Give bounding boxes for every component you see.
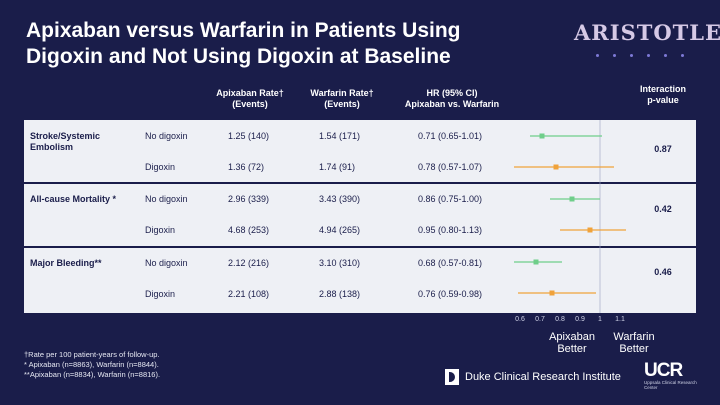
- x-tick-label: 1.1: [615, 316, 625, 323]
- hr-point: [553, 164, 559, 170]
- ucr-logo: UCR Uppsala Clinical Research Center: [644, 360, 704, 390]
- divider-1: [24, 182, 696, 184]
- outcome-bleeding: Major Bleeding**: [30, 258, 102, 268]
- table-row: Digoxin 2.21 (108) 2.88 (138) 0.76 (0.59…: [145, 289, 483, 299]
- footnotes: †Rate per 100 patient-years of follow-up…: [24, 350, 161, 379]
- table-row: No digoxin 2.96 (339) 3.43 (390) 0.86 (0…: [145, 194, 483, 204]
- divider-2: [24, 246, 696, 248]
- x-tick-label: 0.9: [575, 316, 585, 323]
- hr-point: [539, 133, 545, 139]
- hr-point: [587, 227, 593, 233]
- warfarin-better-label: Warfarin Better: [613, 331, 655, 355]
- title-line-2: Digoxin and Not Using Digoxin at Baselin…: [26, 45, 451, 68]
- header-interaction: Interaction p-value: [639, 84, 686, 105]
- header-warfarin: Warfarin Rate† (Events): [310, 88, 374, 109]
- duke-logo: Duke Clinical Research Institute: [445, 368, 621, 386]
- logo-text: ARISTOTLE: [574, 20, 720, 45]
- table-row: No digoxin 2.12 (216) 3.10 (310) 0.68 (0…: [145, 258, 483, 268]
- hr-point: [549, 290, 555, 296]
- header-apixaban: Apixaban Rate† (Events): [216, 88, 284, 109]
- hr-point: [569, 196, 575, 202]
- p-value-mortality: 0.42: [654, 204, 672, 214]
- p-value-stroke: 0.87: [654, 144, 672, 154]
- duke-text: Duke Clinical Research Institute: [465, 371, 621, 383]
- slide-title: Apixaban versus Warfarin in Patients Usi…: [26, 18, 546, 70]
- table-row: Digoxin 1.36 (72) 1.74 (91) 0.78 (0.57-1…: [145, 162, 483, 172]
- title-line-1: Apixaban versus Warfarin in Patients Usi…: [26, 19, 461, 42]
- aristotle-logo: ARISTOTLE: [574, 20, 720, 57]
- x-axis-ticks: 0.6 0.7 0.8 0.9 1 1.1: [510, 316, 630, 326]
- outcome-mortality: All-cause Mortality *: [30, 194, 117, 204]
- header-hr: HR (95% CI) Apixaban vs. Warfarin: [404, 88, 500, 109]
- forest-plot: [514, 120, 626, 313]
- outcome-stroke: Stroke/Systemic Embolism: [30, 131, 101, 152]
- duke-shield-icon: [445, 369, 459, 385]
- logo-dots: [596, 44, 706, 57]
- hr-point: [533, 259, 539, 265]
- x-tick-label: 1: [598, 316, 602, 323]
- x-tick-label: 0.7: [535, 316, 545, 323]
- ucr-text: UCR: [644, 360, 683, 381]
- table-band: [24, 120, 696, 313]
- table-row: No digoxin 1.25 (140) 1.54 (171) 0.71 (0…: [145, 131, 483, 141]
- ucr-subtitle: Uppsala Clinical Research Center: [644, 380, 697, 390]
- table-row: Digoxin 4.68 (253) 4.94 (265) 0.95 (0.80…: [145, 225, 483, 235]
- x-tick-label: 0.8: [555, 316, 565, 323]
- p-value-bleeding: 0.46: [654, 267, 672, 277]
- apixaban-better-label: Apixaban Better: [549, 331, 595, 355]
- x-tick-label: 0.6: [515, 316, 525, 323]
